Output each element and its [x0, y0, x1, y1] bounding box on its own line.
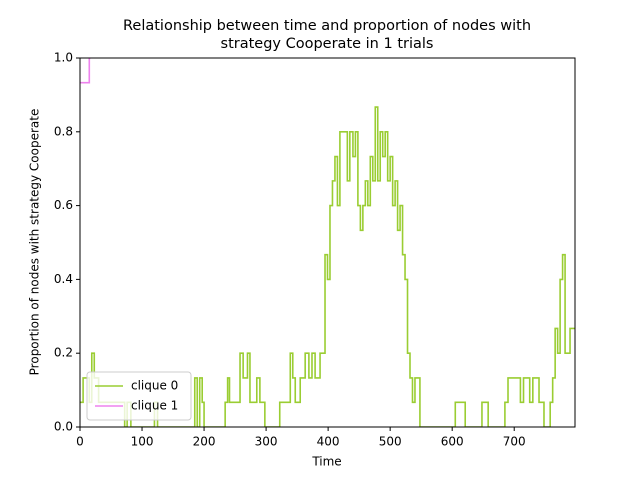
plot-frame — [79, 57, 576, 428]
x-tick-label: 600 — [441, 435, 464, 449]
legend-label: clique 1 — [131, 399, 178, 413]
x-tick-label: 400 — [317, 435, 340, 449]
x-tick-label: 300 — [255, 435, 278, 449]
legend-box — [86, 371, 192, 421]
x-tick-label: 500 — [379, 435, 402, 449]
x-tick-label: 700 — [503, 435, 526, 449]
y-tick-label: 0.4 — [54, 272, 73, 286]
y-tick-label: 0.8 — [54, 124, 73, 138]
chart-title: strategy Cooperate in 1 trials — [221, 36, 434, 52]
x-tick-label: 0 — [76, 435, 84, 449]
y-tick-label: 0.0 — [54, 420, 73, 434]
x-tick-label: 100 — [131, 435, 154, 449]
line-series — [80, 58, 91, 84]
y-tick-label: 0.2 — [54, 346, 73, 360]
legend-label: clique 0 — [131, 379, 178, 393]
y-tick-label: 1.0 — [54, 51, 73, 65]
x-tick-label: 200 — [193, 435, 216, 449]
chart-title: Relationship between time and proportion… — [123, 18, 531, 34]
y-axis-label: Proportion of nodes with strategy Cooper… — [28, 109, 42, 376]
y-tick-label: 0.6 — [54, 198, 73, 212]
x-axis-label: Time — [311, 455, 341, 469]
line-series — [80, 106, 575, 427]
